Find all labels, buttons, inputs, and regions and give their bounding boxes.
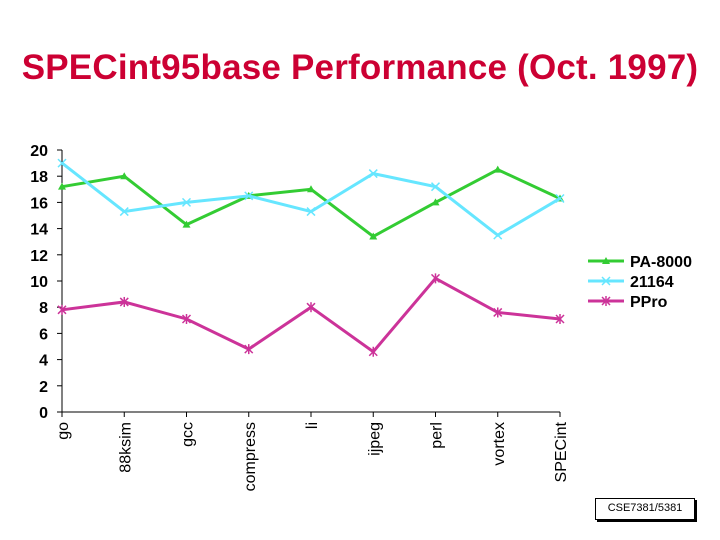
legend-label: 21164: [630, 274, 674, 291]
marker-stroke: [119, 207, 129, 217]
series-21164: [57, 158, 565, 240]
marker-stroke: [493, 230, 503, 240]
data-point: [58, 182, 66, 190]
x-tick-label: perl: [429, 422, 446, 449]
data-point: [181, 197, 192, 207]
y-tick-label: 6: [39, 326, 48, 343]
data-point: [601, 276, 611, 286]
marker-stroke: [181, 197, 192, 207]
data-point: [602, 257, 610, 264]
x-tick-label: vortex: [491, 422, 508, 466]
marker-stroke: [430, 182, 441, 192]
marker-stroke: [555, 193, 565, 204]
x-tick-label: 88ksim: [117, 422, 134, 473]
legend-label: PPro: [630, 294, 668, 311]
data-point: [119, 296, 129, 307]
data-point: [430, 182, 441, 192]
y-tick-label: 2: [39, 379, 48, 396]
chart-legend: PA-8000 21164 PPro: [588, 254, 692, 311]
data-point: [182, 220, 191, 228]
data-point: [431, 198, 440, 206]
x-tick-label: SPECint: [553, 421, 570, 482]
data-point: [493, 230, 503, 240]
legend-item: PA-8000: [588, 254, 692, 271]
y-tick-label: 12: [30, 248, 48, 265]
legend-label: PA-8000: [630, 254, 692, 271]
data-point: [430, 273, 441, 284]
data-point: [493, 307, 503, 318]
marker-stroke: [601, 276, 611, 286]
data-point: [369, 232, 378, 240]
data-point: [555, 313, 565, 324]
y-tick-labels: 0 2 4 6 8 10 12 14 16 18 20: [30, 143, 48, 422]
slide-title: SPECint95base Performance (Oct. 1997): [21, 48, 699, 87]
marker-stroke: [57, 158, 67, 168]
chart-axes: [57, 149, 561, 417]
data-point: [306, 207, 316, 217]
y-tick-label: 18: [30, 169, 48, 186]
marker-stroke: [244, 191, 254, 201]
legend-item: 21164: [588, 274, 674, 291]
y-tick-label: 10: [30, 274, 48, 291]
y-tick-label: 16: [30, 195, 48, 212]
y-tick-label: 20: [30, 143, 48, 160]
data-point: [368, 346, 378, 357]
data-point: [57, 158, 67, 168]
series-lines: [57, 158, 565, 357]
x-tick-label: li: [304, 422, 321, 429]
data-point: [306, 302, 316, 313]
y-tick-label: 8: [39, 300, 48, 317]
series-line: [61, 161, 561, 237]
x-tick-label: compress: [242, 422, 259, 491]
marker-stroke: [306, 207, 316, 217]
data-point: [368, 169, 378, 179]
x-tick-label: ijpeg: [366, 422, 383, 456]
data-point: [244, 191, 254, 201]
data-point: [119, 207, 129, 217]
data-point: [57, 304, 67, 315]
course-footer: CSE7381/5381: [595, 498, 695, 520]
y-tick-label: 0: [39, 405, 48, 422]
y-tick-label: 14: [30, 222, 48, 239]
data-point: [181, 313, 192, 324]
series-ppro: [57, 273, 565, 357]
course-code: CSE7381/5381: [607, 502, 683, 514]
x-tick-label: gcc: [180, 422, 197, 447]
y-tick-label: 4: [39, 353, 48, 370]
series-line: [61, 276, 561, 354]
data-point: [601, 296, 611, 306]
legend-item: PPro: [588, 294, 668, 311]
x-tick-label: go: [55, 422, 72, 440]
x-tick-labels: go 88ksim gcc compress li ijpeg perl vortex SPEC…: [55, 421, 570, 491]
marker-stroke: [368, 169, 378, 179]
data-point: [493, 165, 502, 173]
data-point: [120, 172, 129, 180]
data-point: [307, 185, 315, 193]
data-point: [555, 193, 565, 204]
data-point: [244, 344, 254, 355]
